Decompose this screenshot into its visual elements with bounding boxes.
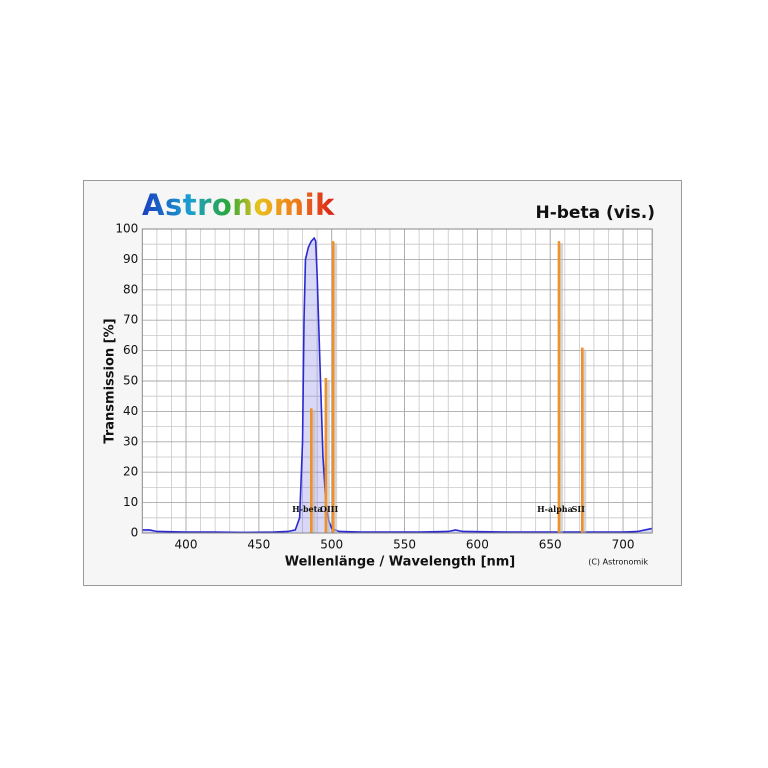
line-shadow [559, 243, 563, 533]
emission-line-label: SII [572, 504, 586, 514]
y-tick-label: 0 [131, 526, 139, 540]
y-tick-label: 60 [123, 343, 138, 357]
y-tick-label: 10 [123, 495, 138, 509]
x-tick-label: 550 [393, 538, 416, 552]
y-tick-label: 70 [123, 313, 138, 327]
logo: Astronomik [142, 188, 335, 222]
emission-line-label: H-beta [292, 504, 322, 514]
y-tick-label: 50 [123, 374, 138, 388]
y-tick-label: 90 [123, 252, 138, 266]
emission-line [557, 241, 561, 533]
chart-title: H-beta (vis.) [535, 203, 655, 223]
x-tick-label: 450 [247, 538, 270, 552]
y-tick-label: 100 [115, 222, 138, 236]
y-tick-label: 40 [123, 404, 138, 418]
x-tick-label: 400 [175, 538, 198, 552]
emission-line-label: H-alpha [537, 504, 573, 514]
y-tick-label: 20 [123, 465, 138, 479]
y-tick-label: 30 [123, 434, 138, 448]
x-tick-label: 500 [320, 538, 343, 552]
emission-line [331, 241, 335, 533]
line-shadow [583, 349, 587, 533]
x-tick-label: 700 [612, 538, 635, 552]
line-shadow [326, 379, 330, 533]
line-shadow [312, 410, 316, 533]
y-axis-title: Transmission [%] [103, 318, 118, 443]
plot-frame [141, 228, 653, 534]
x-tick-label: 600 [466, 538, 489, 552]
emission-line [324, 377, 328, 533]
x-axis-title: Wellenlänge / Wavelength [nm] [285, 555, 516, 570]
emission-line [580, 347, 584, 533]
emission-line-label: OIII [320, 504, 338, 514]
series-line [142, 236, 653, 534]
x-tick-label: 650 [539, 538, 562, 552]
y-tick-label: 80 [123, 282, 138, 296]
copyright: (C) Astronomik [588, 558, 648, 567]
line-shadow [334, 243, 338, 533]
emission-line [309, 408, 313, 533]
